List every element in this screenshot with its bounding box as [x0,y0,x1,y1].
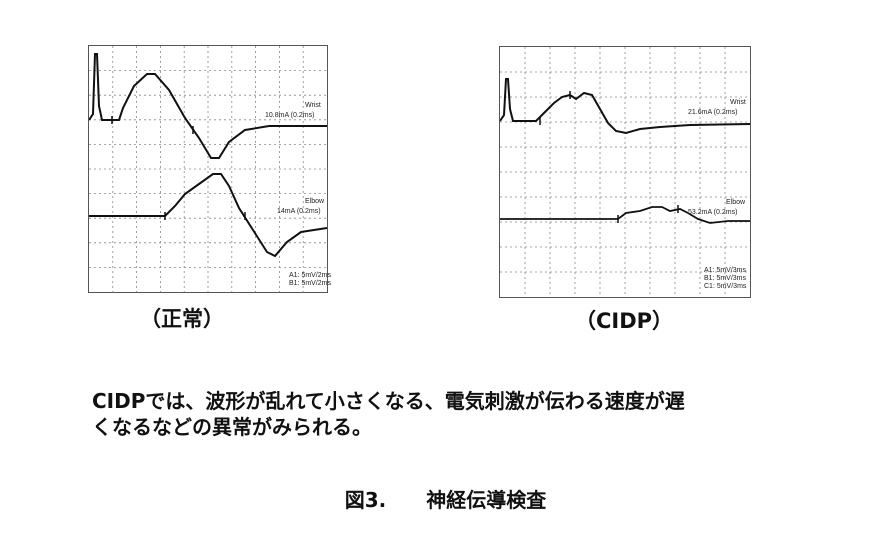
scope-settings: A1: 5mV/3ms B1: 5mV/3ms C1: 5mV/3ms [704,267,746,291]
normal-panel-label: （正常） [140,307,224,331]
elbow-waveform [500,206,750,224]
wrist-waveform [89,53,327,159]
caption: CIDPでは、波形が乱れて小さくなる、電気刺激が伝わる速度が遅 くなるなどの異常… [92,388,832,440]
wrist-waveform [500,78,750,135]
setting-b1: B1: 5mV/3ms [704,275,747,282]
cidp-nerve-conduction-trace: Wrist 21.6mA (0.2ms) Elbow 53.2mA (0.2ms… [499,46,751,298]
caption-line-1: CIDPでは、波形が乱れて小さくなる、電気刺激が伝わる速度が遅 [92,389,685,413]
elbow-label: Elbow [305,198,325,205]
elbow-stim: 53.2mA (0.2ms) [688,209,738,216]
wrist-label: Wrist [305,102,321,109]
figure-title: 図3. 神経伝導検査 [344,488,547,512]
cidp-trace-svg [500,47,750,297]
cidp-panel-label: （CIDP） [575,309,674,333]
setting-b1: B1: 5mV/2ms [289,280,332,287]
grid [89,46,327,292]
caption-line-2: くなるなどの異常がみられる。 [92,415,372,439]
normal-nerve-conduction-trace: Wrist 10.8mA (0.2ms) Elbow 14mA (0.2ms) … [88,45,331,293]
setting-a1: A1: 5mV/3ms [704,267,747,274]
setting-c1: C1: 5mV/3ms [704,283,747,290]
wrist-stim: 21.6mA (0.2ms) [688,109,738,116]
scope-settings: A1: 5mV/2ms B1: 5mV/2ms [289,272,331,288]
wrist-label: Wrist [730,99,746,106]
setting-a1: A1: 5mV/2ms [289,272,332,279]
normal-trace-svg [89,46,327,292]
elbow-stim: 14mA (0.2ms) [277,208,321,215]
elbow-label: Elbow [726,199,746,206]
grid [500,47,750,297]
elbow-waveform [89,173,327,258]
wrist-stim: 10.8mA (0.2ms) [265,112,315,119]
